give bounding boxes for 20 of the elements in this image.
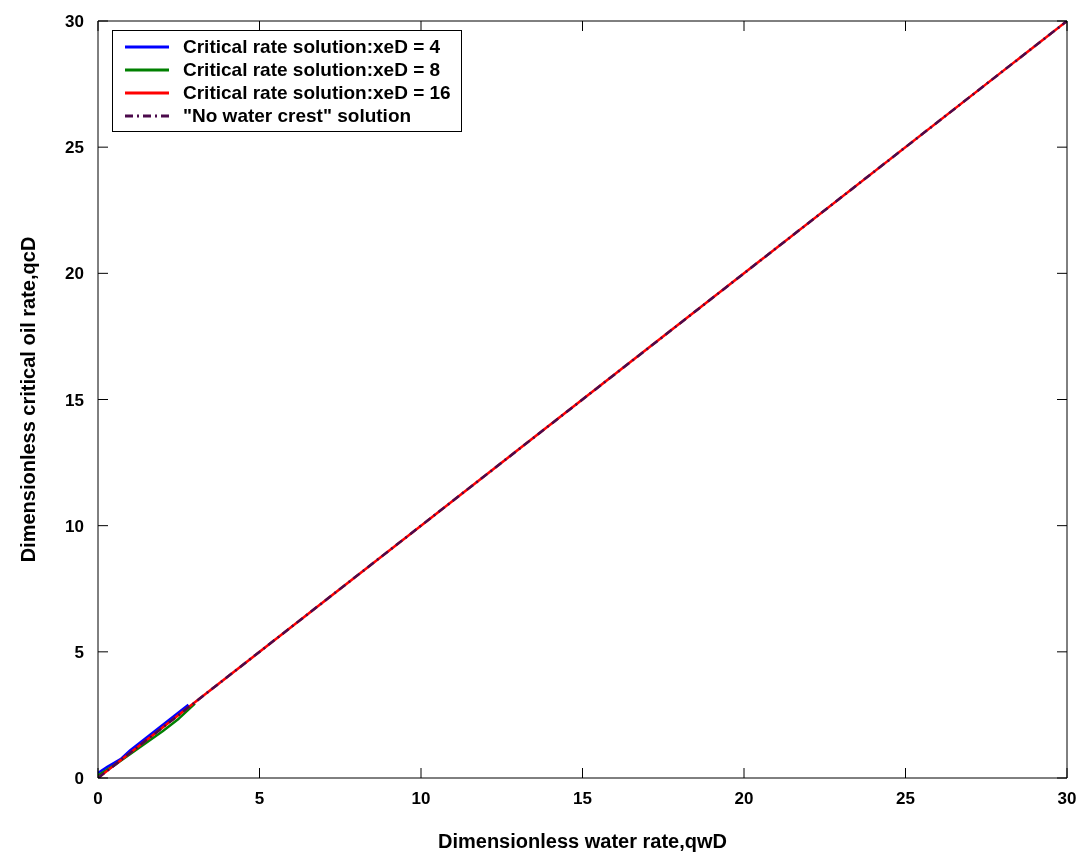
y-tick-label: 30 <box>65 12 84 32</box>
legend-label: Critical rate solution:xeD = 8 <box>183 58 441 81</box>
x-tick-label: 15 <box>573 789 592 809</box>
x-tick-label: 10 <box>411 789 431 809</box>
x-tick-label: 5 <box>254 789 265 809</box>
legend-label: "No water crest" solution <box>183 104 412 127</box>
y-tick-label: 5 <box>74 642 84 662</box>
y-tick-label: 0 <box>74 769 84 789</box>
x-tick-label: 0 <box>93 789 103 809</box>
x-axis-title: Dimensionless water rate,qwD <box>438 830 727 852</box>
legend-label: Critical rate solution:xeD = 16 <box>183 81 451 104</box>
y-tick-label: 15 <box>65 390 84 410</box>
x-tick-label: 25 <box>896 789 915 809</box>
x-tick-label: 20 <box>734 789 754 809</box>
y-axis-title: Dimensionless critical oil rate,qcD <box>17 236 40 563</box>
y-tick-label: 20 <box>65 264 84 284</box>
y-tick-label: 10 <box>65 516 84 536</box>
legend-label: Critical rate solution:xeD = 4 <box>183 35 441 58</box>
y-tick-label: 25 <box>65 138 84 158</box>
x-tick-label: 30 <box>1057 789 1077 809</box>
